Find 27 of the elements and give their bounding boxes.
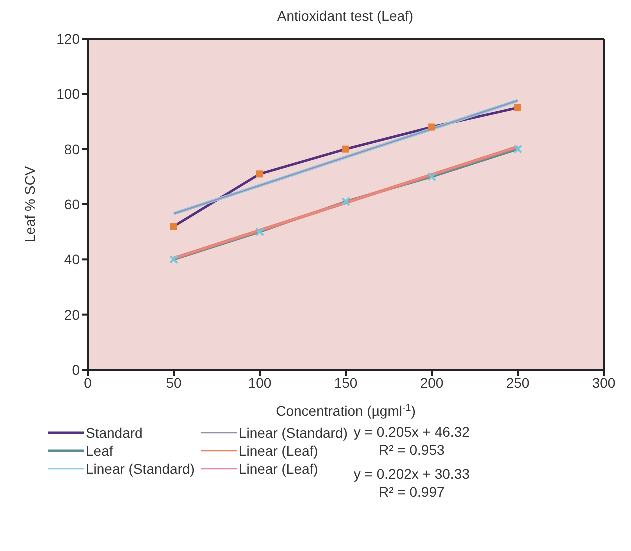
y-tick-label: 40 <box>64 252 80 268</box>
legend-label: Linear (Leaf) <box>238 443 318 459</box>
chart-title: Antioxidant test (Leaf) <box>276 8 415 24</box>
x-tick-label: 150 <box>334 374 358 391</box>
y-tick-label: 100 <box>56 86 80 102</box>
y-tick-label: 20 <box>64 306 80 323</box>
y-tick-label: 80 <box>64 141 80 158</box>
legend-label: Standard <box>86 425 143 441</box>
text: y = 0.205x + 46.32 <box>354 424 470 442</box>
y-tick-label: 0 <box>72 362 80 378</box>
x-axis-title: Concentration (µgml$^{-1}$) <box>276 402 416 419</box>
y-axis-title: Leaf % SCV <box>22 166 38 243</box>
x-tick-label: 200 <box>420 374 444 391</box>
legend-label: Linear (Standard) <box>238 425 348 441</box>
legend-label: Linear (Leaf) <box>238 461 318 477</box>
y-tick-label: 120 <box>56 30 80 47</box>
x-tick-label: 50 <box>166 374 182 391</box>
y-tick-label: 60 <box>64 196 80 212</box>
legend-label: Linear (Standard) <box>86 461 195 477</box>
x-tick-label: 300 <box>592 374 616 391</box>
legend-label: Leaf <box>86 443 114 459</box>
text: R² = 0.997 <box>378 484 446 502</box>
x-tick-label: 0 <box>84 374 92 391</box>
x-tick-label: 250 <box>506 374 530 391</box>
x-tick-label: 100 <box>248 374 272 391</box>
text: R² = 0.953 <box>378 442 446 460</box>
text: y = 0.202x + 30.33 <box>354 466 470 484</box>
